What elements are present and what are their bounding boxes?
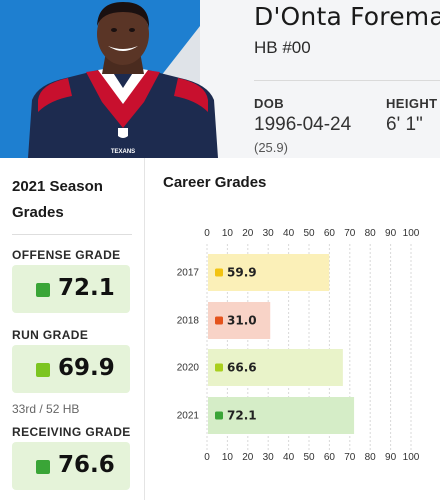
season-divider [12,234,132,235]
player-position: HB #00 [254,38,311,57]
tick-label-bottom: 0 [204,452,210,463]
grade-bar [208,397,355,434]
run-grade-rank: 33rd / 52 HB [12,402,80,416]
offense-grade-value: 72.1 [58,275,115,301]
receiving-grade-value: 76.6 [58,452,115,478]
receiving-grade-card[interactable]: 76.6 [12,442,130,490]
offense-grade-card[interactable]: 72.1 [12,265,130,313]
grade-bar-value: 72.1 [227,409,257,423]
receiving-grade-dot [36,460,50,474]
tick-label-bottom: 30 [263,452,275,463]
tick-label-top: 80 [365,228,377,239]
tick-label-bottom: 10 [222,452,234,463]
info-divider [254,80,440,81]
run-grade-label: RUN GRADE [12,328,89,342]
grade-bar-dot [215,316,223,325]
player-name: D'Onta Foreman [254,2,440,31]
grade-bar-value: 59.9 [227,266,257,280]
tick-label-top: 100 [403,228,420,239]
tick-label-top: 50 [303,228,315,239]
run-grade-card[interactable]: 69.9 [12,345,130,393]
tick-label-top: 40 [283,228,295,239]
grade-bar [208,254,330,291]
tick-label-bottom: 20 [242,452,254,463]
dob-label: DOB [254,96,285,111]
height-label: HEIGHT [386,96,438,111]
season-grades-panel: 2021 Season Grades OFFENSE GRADE 72.1 RU… [0,158,145,500]
tick-label-top: 10 [222,228,234,239]
year-label: 2017 [177,268,200,279]
tick-label-top: 0 [204,228,210,239]
player-photo: TEXANS [28,2,218,158]
grade-bar-dot [215,411,223,420]
year-label: 2020 [177,363,200,374]
career-grades-panel: Career Grades 0 0 10 10 20 20 30 30 40 40 50 50 60 60… [145,158,440,500]
year-label: 2018 [177,316,200,327]
offense-grade-dot [36,283,50,297]
grade-bar-dot [215,363,223,372]
career-grades-chart: 0010102020303040405050606070708080909010… [177,228,420,463]
grade-bar-dot [215,268,223,277]
jersey-wordmark: TEXANS [111,149,135,155]
receiving-grade-label: RECEIVING GRADE [12,425,131,439]
tick-label-top: 90 [385,228,397,239]
height-value: 6' 1" [386,114,423,135]
career-grades-title: Career Grades [163,174,267,191]
tick-label-bottom: 40 [283,452,295,463]
player-header: TEXANS D'Onta Foreman HB #00 DOB 1996-04… [0,0,440,158]
player-age: (25.9) [254,140,288,155]
tick-label-bottom: 70 [344,452,356,463]
tick-label-top: 70 [344,228,356,239]
grade-bar-value: 66.6 [227,361,257,375]
grade-bar [208,349,343,386]
tick-label-bottom: 80 [365,452,377,463]
season-grades-title: 2021 Season Grades [12,178,103,221]
player-photo-background: TEXANS [0,0,250,158]
tick-label-bottom: 60 [324,452,336,463]
offense-grade-label: OFFENSE GRADE [12,248,121,262]
dob-date: 1996-04-24 [254,114,352,135]
run-grade-value: 69.9 [58,355,115,381]
tick-label-top: 30 [263,228,275,239]
tick-label-bottom: 100 [403,452,420,463]
year-label: 2021 [177,411,200,422]
tick-label-top: 20 [242,228,254,239]
grade-bar-value: 31.0 [227,314,257,328]
tick-label-bottom: 90 [385,452,397,463]
run-grade-dot [36,363,50,377]
tick-label-top: 60 [324,228,336,239]
tick-label-bottom: 50 [303,452,315,463]
dob-value: 1996-04-24 (25.9) [254,114,354,158]
